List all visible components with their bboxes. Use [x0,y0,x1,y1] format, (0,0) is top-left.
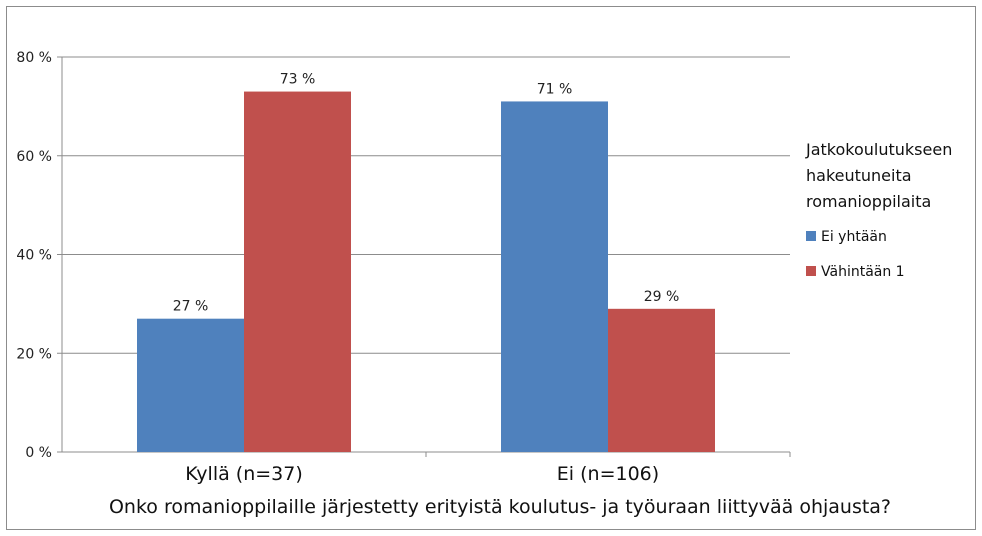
data-label: 29 % [644,289,680,305]
y-tick-label: 80 % [16,50,52,66]
legend-swatch [806,231,816,241]
data-label: 73 % [280,72,316,88]
bar-vahintaan-1 [244,91,351,452]
category-labels: Kyllä (n=37) Ei (n=106) [185,463,659,485]
legend-label: Vähintään 1 [821,264,905,280]
data-labels: 27 % 73 % 71 % 29 % [173,72,680,315]
bar-vahintaan-1 [608,308,715,452]
data-label: 27 % [173,299,209,315]
legend-title-line-2: hakeutuneita [806,166,912,185]
bar-ei-yhtaan [137,318,244,452]
y-tick-labels: 0 % 20 % 40 % 60 % 80 % [16,50,52,461]
legend-title-line-1: Jatkokoulutukseen [805,140,952,159]
y-tick-label: 0 % [25,445,52,461]
data-label: 71 % [537,81,573,97]
category-label: Kyllä (n=37) [185,463,303,485]
y-tick-label: 40 % [16,248,52,264]
category-label: Ei (n=106) [557,463,659,485]
y-tick-label: 20 % [16,346,52,362]
y-tick-label: 60 % [16,149,52,165]
legend-items: Ei yhtään Vähintään 1 [806,229,905,280]
legend-title-line-3: romanioppilaita [806,192,931,211]
legend-label: Ei yhtään [821,229,887,245]
x-axis-title: Onko romanioppilaille järjestetty erityi… [109,496,891,518]
legend: Jatkokoulutukseen hakeutuneita romaniopp… [805,140,952,280]
legend-swatch [806,266,816,276]
bars [137,91,715,452]
bar-ei-yhtaan [501,101,608,452]
